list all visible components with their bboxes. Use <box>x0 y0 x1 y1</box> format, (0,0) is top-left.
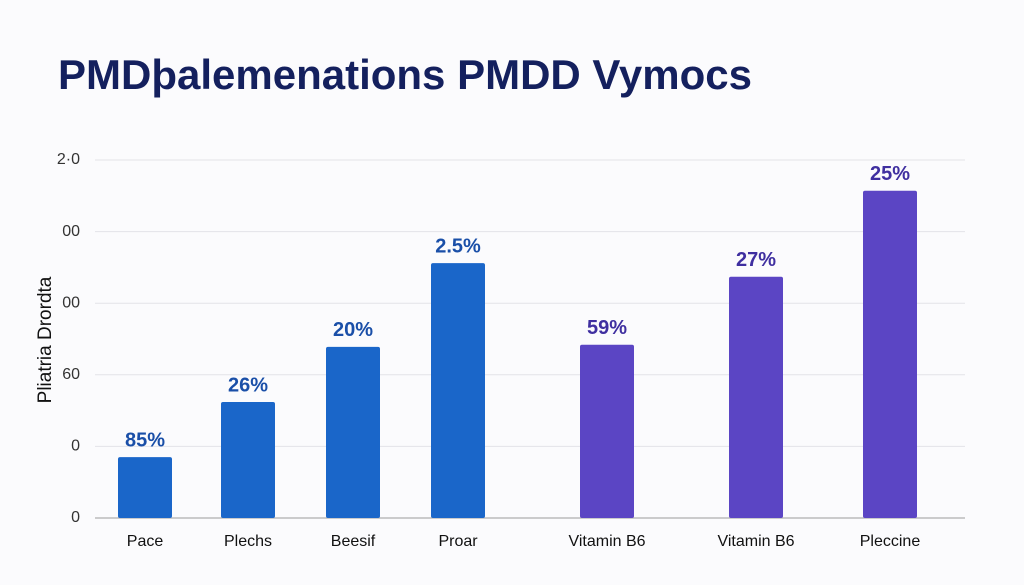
y-axis-title: Pliatria Drordta <box>35 276 56 403</box>
value-label: 2.5% <box>435 235 481 257</box>
bar <box>729 276 783 518</box>
bar <box>580 344 634 518</box>
y-tick-label: 00 <box>62 294 80 311</box>
chart-title: PMDþalemenations PMDD Vymocs <box>58 51 752 98</box>
value-label: 25% <box>870 163 910 185</box>
y-tick-label: 0 <box>71 509 80 526</box>
x-tick-label: Proar <box>438 533 478 550</box>
x-tick-label: Plechs <box>224 533 272 550</box>
x-tick-label: Vitamin B6 <box>717 533 794 550</box>
y-tick-label: 0 <box>71 438 80 455</box>
bar <box>221 402 275 518</box>
value-label: 26% <box>228 374 268 396</box>
bar <box>118 457 172 518</box>
bar <box>863 190 917 518</box>
y-tick-label: 60 <box>62 366 80 383</box>
bar <box>431 263 485 518</box>
x-tick-label: Beesif <box>331 533 376 550</box>
y-tick-label: 00 <box>62 223 80 240</box>
x-tick-label: Pleccine <box>860 533 921 550</box>
value-label: 85% <box>125 429 165 451</box>
value-label: 27% <box>736 249 776 271</box>
value-label: 20% <box>333 319 373 341</box>
bar <box>326 346 380 518</box>
x-tick-label: Vitamin B6 <box>568 533 645 550</box>
y-tick-label: 2·0 <box>57 151 80 168</box>
value-label: 59% <box>587 317 627 339</box>
x-tick-label: Pace <box>127 533 164 550</box>
